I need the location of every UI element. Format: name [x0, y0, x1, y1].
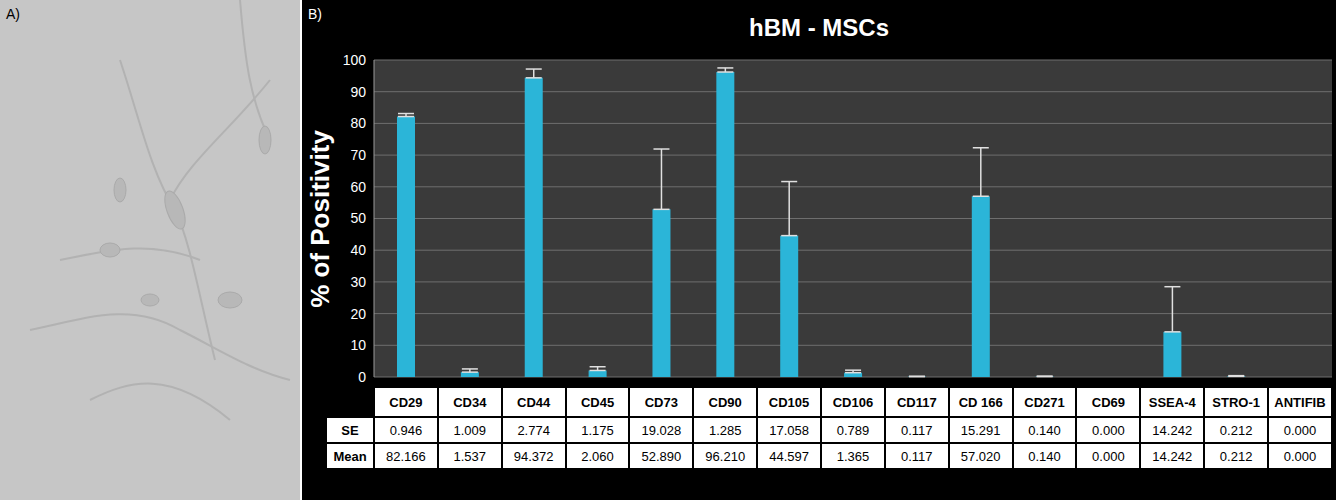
svg-text:10: 10: [350, 337, 366, 353]
html-text:2.060: 2.060: [581, 448, 614, 464]
html-text:SE: SE: [341, 422, 359, 438]
svg-text:40: 40: [350, 242, 366, 258]
html-text:1.365: 1.365: [836, 448, 870, 464]
html-text:0.000: 0.000: [1092, 448, 1125, 464]
html-text:96.210: 96.210: [705, 448, 746, 464]
svg-text:90: 90: [350, 84, 366, 100]
html-text:0.117: 0.117: [901, 448, 933, 464]
html-text:94.372: 94.372: [513, 448, 554, 464]
html-text:0.000: 0.000: [1283, 422, 1317, 438]
html-text:14.242: 14.242: [1152, 448, 1193, 464]
html-text:CD44: CD44: [517, 394, 551, 410]
html-text:CD69: CD69: [1091, 394, 1125, 410]
html-text:19.028: 19.028: [641, 422, 682, 438]
html-text:0.789: 0.789: [836, 422, 870, 438]
svg-text:70: 70: [350, 147, 366, 163]
html-text:Mean: Mean: [333, 448, 367, 464]
html-text:57.020: 57.020: [960, 448, 1001, 464]
html-text:15.291: 15.291: [960, 422, 1001, 438]
svg-text:0: 0: [358, 369, 366, 385]
html-text:CD105: CD105: [768, 394, 810, 410]
svg-text:20: 20: [350, 306, 366, 322]
html-text:14.242: 14.242: [1152, 422, 1193, 438]
html-text:0.212: 0.212: [1219, 422, 1253, 438]
html-text:SSEA-4: SSEA-4: [1148, 394, 1196, 410]
svg-text:60: 60: [350, 179, 366, 195]
html-text:2.774: 2.774: [517, 422, 550, 438]
html-text:52.890: 52.890: [641, 448, 682, 464]
html-text:STRO-1: STRO-1: [1212, 394, 1260, 410]
html-text:CD90: CD90: [708, 394, 742, 410]
svg-text:50: 50: [350, 210, 366, 226]
svg-text:30: 30: [350, 274, 366, 290]
html-text:CD 166: CD 166: [958, 394, 1003, 410]
svg-text:100: 100: [343, 52, 367, 68]
html-text:0.140: 0.140: [1028, 422, 1061, 438]
html-text:1.537: 1.537: [453, 448, 487, 464]
html-text:44.597: 44.597: [769, 448, 809, 464]
html-text:hBM - MSCs: hBM - MSCs: [749, 14, 889, 41]
html-text:ANTIFIB: ANTIFIB: [1274, 394, 1326, 410]
html-text:0.946: 0.946: [389, 422, 423, 438]
html-text:1.285: 1.285: [709, 422, 742, 438]
html-text:17.058: 17.058: [769, 422, 809, 438]
html-text:CD45: CD45: [580, 394, 615, 410]
svg-text:80: 80: [350, 115, 366, 131]
html-text:CD106: CD106: [832, 394, 874, 410]
html-text:1.175: 1.175: [581, 422, 614, 438]
html-text:CD117: CD117: [896, 394, 937, 410]
html-text:CD29: CD29: [389, 394, 423, 410]
html-text:82.166: 82.166: [386, 448, 426, 464]
html-text:0.117: 0.117: [901, 422, 933, 438]
html-text:% of Positivity: % of Positivity: [305, 129, 335, 308]
html-text:0.140: 0.140: [1028, 448, 1061, 464]
html-text:CD271: CD271: [1024, 394, 1065, 410]
html-text:CD73: CD73: [644, 394, 678, 410]
html-text:0.000: 0.000: [1283, 448, 1317, 464]
html-text:1.009: 1.009: [453, 422, 487, 438]
html-text:CD34: CD34: [453, 394, 487, 410]
html-text:0.000: 0.000: [1092, 422, 1125, 438]
html-text:B): B): [308, 6, 322, 22]
html-text:0.212: 0.212: [1219, 448, 1253, 464]
html-text:A): A): [6, 6, 20, 22]
